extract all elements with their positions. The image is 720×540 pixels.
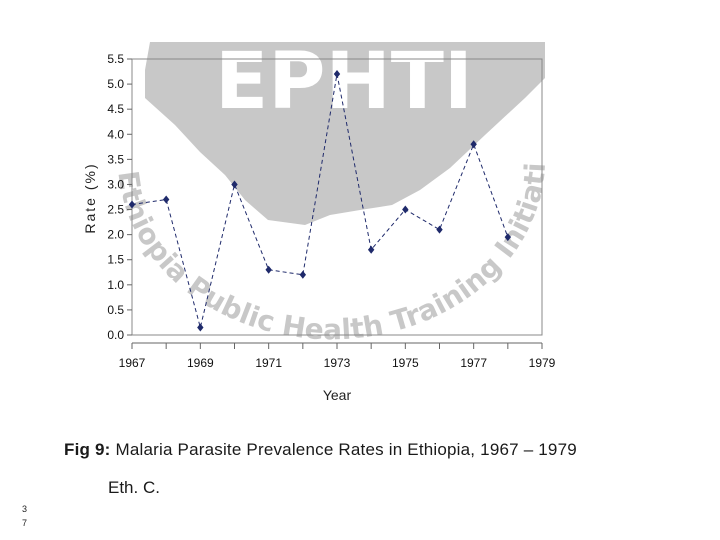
y-tick-label: 1.0 (107, 278, 124, 292)
data-point-marker (231, 180, 238, 189)
x-tick-label: 1977 (460, 356, 487, 370)
data-point-marker (299, 270, 307, 279)
y-tick-label: 1.5 (107, 253, 124, 267)
y-tick-label: 0.5 (107, 303, 124, 317)
malaria-prevalence-chart: EPHTI Ethiopia Public Health Training In… (0, 0, 556, 403)
y-tick-label: 2.0 (107, 228, 124, 242)
x-tick-label: 1979 (529, 356, 556, 370)
x-tick-label: 1967 (119, 356, 146, 370)
x-tick-label: 1971 (255, 356, 282, 370)
plot-area (131, 58, 543, 336)
y-tick-label: 3.5 (107, 152, 124, 166)
data-point-marker (162, 195, 170, 204)
watermark-logo: EPHTI (215, 37, 473, 127)
data-point-marker (265, 265, 272, 274)
y-axis: 0.0 0.5 1.0 1.5 2.0 2.5 3.0 3.5 4.0 4.5 5.0 5.5 (107, 52, 132, 342)
data-point-marker (333, 70, 341, 79)
y-tick-label: 4.5 (107, 102, 124, 116)
x-tick-label: 1975 (392, 356, 419, 370)
data-point-marker (402, 205, 409, 214)
x-tick-label: 1969 (187, 356, 214, 370)
x-axis-title: Year (323, 387, 352, 403)
page-number: 3 7 (22, 504, 28, 528)
data-point-marker (470, 140, 477, 149)
series-line (131, 73, 509, 328)
x-tick-label: 1973 (324, 356, 351, 370)
y-tick-label: 0.0 (107, 328, 124, 342)
caption-text: Malaria Parasite Prevalence Rates in Eth… (115, 440, 577, 459)
data-point-marker (197, 323, 204, 332)
data-point-marker (504, 233, 512, 242)
caption-subtext: Eth. C. (108, 478, 160, 497)
x-axis: 1967 1969 1971 1973 1975 1977 1979 (119, 342, 556, 370)
y-tick-label: 4.0 (107, 127, 124, 141)
y-axis-title: Rate (%) (82, 162, 98, 233)
data-point-marker (367, 245, 375, 254)
figure-caption: Fig 9: Malaria Parasite Prevalence Rates… (64, 440, 577, 460)
y-tick-label: 2.5 (107, 203, 124, 217)
caption-label: Fig 9: (64, 440, 111, 459)
y-tick-label: 3.0 (107, 177, 124, 191)
y-tick-label: 5.5 (107, 52, 124, 66)
watermark-map-shape (145, 42, 545, 225)
series-group (128, 70, 512, 332)
y-tick-label: 5.0 (107, 77, 124, 91)
data-point-marker (436, 225, 443, 234)
data-point-marker (128, 200, 136, 209)
